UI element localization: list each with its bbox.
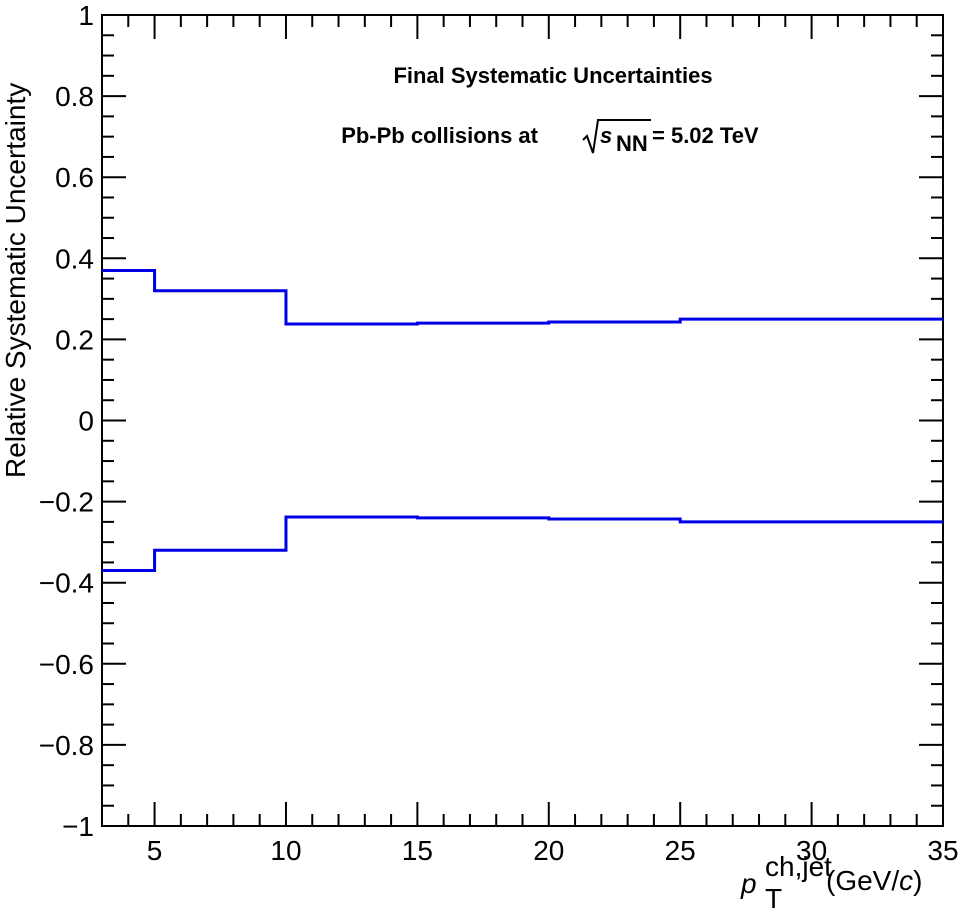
y-tick-label: −0.2 <box>39 487 94 518</box>
y-tick-label: 0.8 <box>55 81 94 112</box>
subtitle-sqrt-sub: NN <box>616 131 648 156</box>
x-label-sub: T <box>765 883 782 914</box>
x-tick-label: 20 <box>533 835 564 866</box>
x-tick-label: 30 <box>796 835 827 866</box>
x-tick-labels: 5 10 15 20 25 30 35 <box>147 835 959 866</box>
y-tick-label: 1 <box>78 0 94 31</box>
y-tick-label: −1 <box>62 811 94 842</box>
y-tick-label: 0.2 <box>55 324 94 355</box>
x-tick-label: 35 <box>927 835 958 866</box>
y-tick-label: −0.4 <box>39 568 94 599</box>
x-label-unit-close: ) <box>913 865 922 896</box>
subtitle-prefix: Pb-Pb collisions at <box>341 123 538 148</box>
x-label-unit: (GeV/c) <box>826 865 922 896</box>
chart-subtitle: Pb-Pb collisions at s NN = 5.02 TeV <box>341 119 759 156</box>
x-tick-label: 10 <box>270 835 301 866</box>
x-axis-label: p ch,jet T (GeV/c) <box>740 851 922 914</box>
x-tick-label: 5 <box>147 835 163 866</box>
x-tick-label: 15 <box>402 835 433 866</box>
y-axis-label: Relative Systematic Uncertainty <box>0 83 31 478</box>
y-tick-labels: −1 −0.8 −0.6 −0.4 −0.2 0 0.2 0.4 0.6 0.8 1 <box>39 0 94 842</box>
sqrt-symbol <box>582 119 651 154</box>
lower-uncertainty-line <box>102 515 943 573</box>
x-label-unit-var: c <box>899 865 913 896</box>
subtitle-suffix: = 5.02 TeV <box>652 123 759 148</box>
chart-title: Final Systematic Uncertainties <box>393 63 712 88</box>
series-group <box>102 268 943 573</box>
subtitle-sqrt-var: s <box>600 123 612 148</box>
y-tick-label: 0.6 <box>55 162 94 193</box>
upper-uncertainty-line <box>102 268 943 326</box>
x-tick-label: 25 <box>665 835 696 866</box>
x-label-unit-open: (GeV/ <box>826 865 899 896</box>
y-tick-label: 0.4 <box>55 243 94 274</box>
y-tick-label: −0.8 <box>39 730 94 761</box>
y-tick-label: 0 <box>78 406 94 437</box>
y-tick-label: −0.6 <box>39 649 94 680</box>
x-label-var: p <box>740 868 757 899</box>
x-label-sup: ch,jet <box>765 851 832 882</box>
